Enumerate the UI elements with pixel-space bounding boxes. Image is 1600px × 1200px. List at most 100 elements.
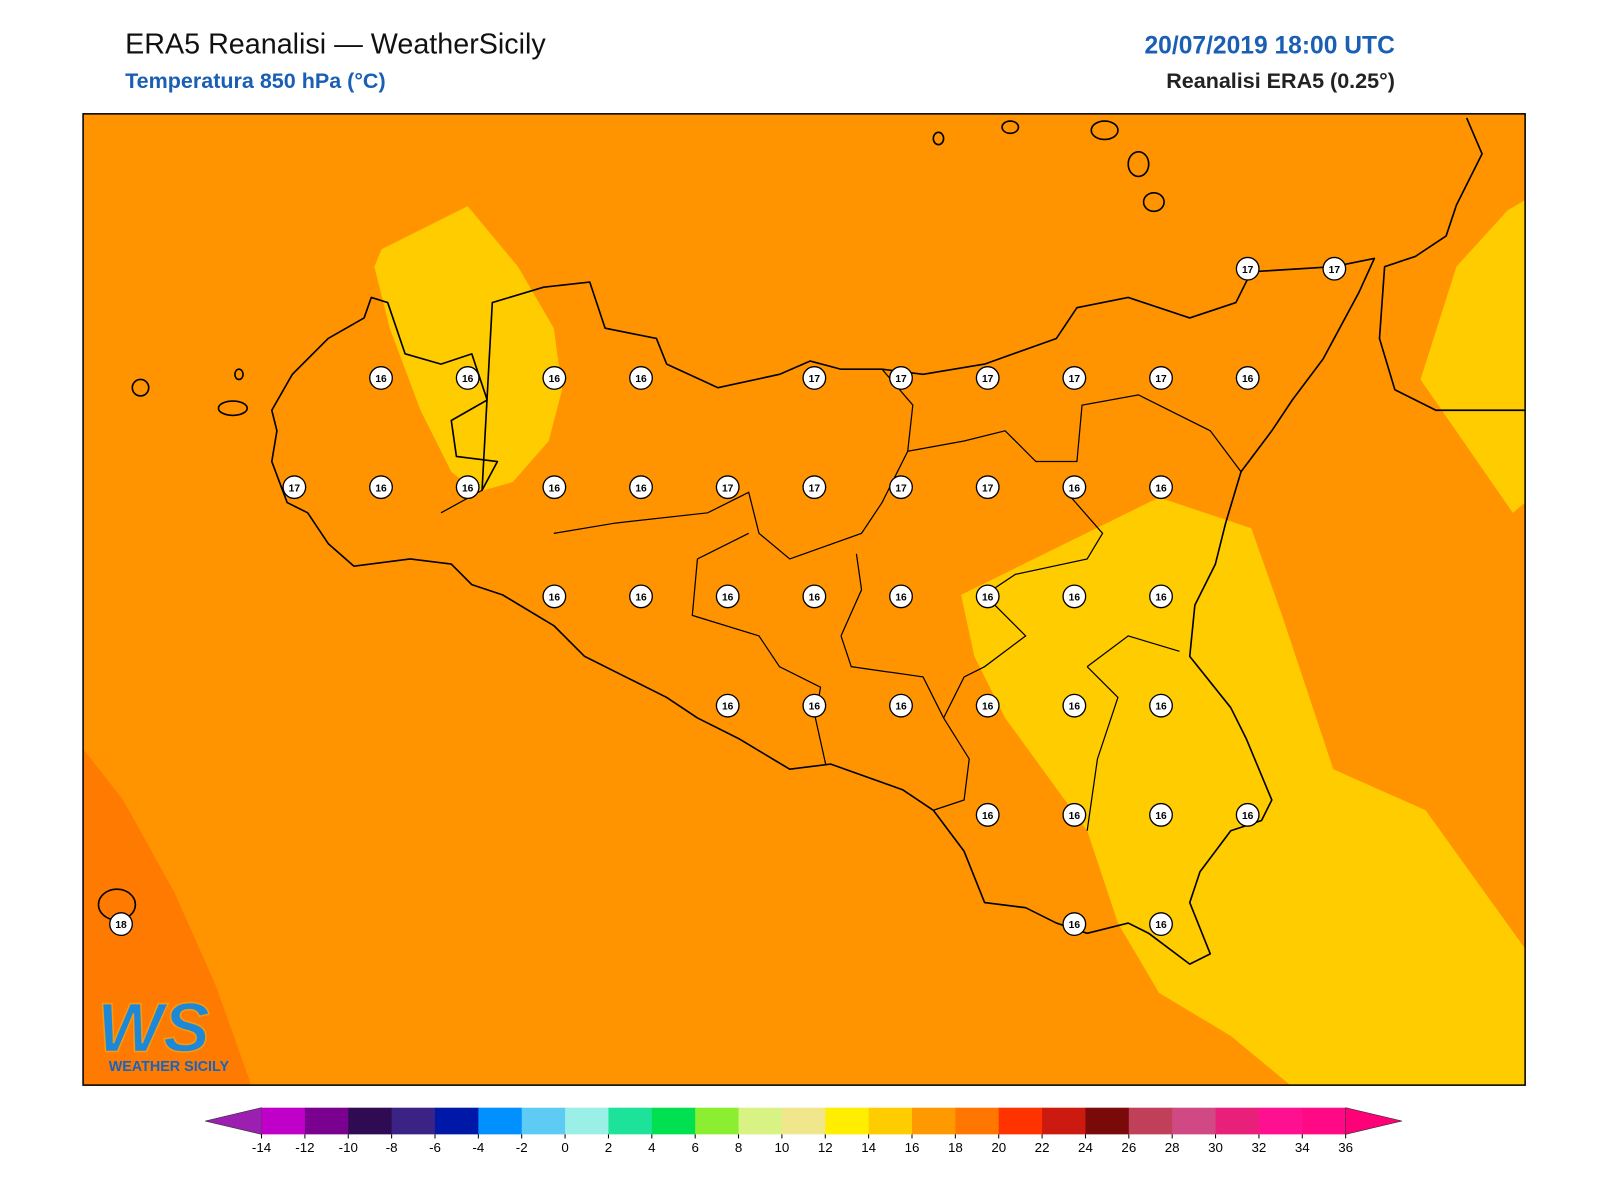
title: ERA5 Reanalisi — WeatherSicily — [125, 28, 546, 60]
station-value: 16 — [549, 593, 561, 604]
station-value: 16 — [809, 593, 821, 604]
station-value: 17 — [982, 483, 994, 494]
station-value: 16 — [462, 374, 474, 385]
colorbar-tick-label: 24 — [1078, 1140, 1093, 1155]
station-marker — [802, 584, 827, 609]
colorbar-tick-label: 12 — [818, 1140, 833, 1155]
station-value: 16 — [982, 702, 994, 713]
map: 17 17 16 16 16 16 17 17 17 17 17 16 17 16 16 16 16 17 17 17… — [83, 113, 1526, 1086]
station-marker — [975, 693, 1000, 718]
station-value: 16 — [549, 483, 561, 494]
station-marker — [629, 365, 653, 390]
station-value: 16 — [1155, 811, 1167, 822]
colorbar-tick-label: 16 — [905, 1140, 920, 1155]
station-value: 16 — [1069, 593, 1081, 604]
field-14-16 — [961, 497, 1526, 1086]
colorbar-tick-label: 8 — [735, 1140, 742, 1155]
station-value: 16 — [375, 483, 387, 494]
station-marker — [715, 475, 740, 500]
station-value: 16 — [462, 483, 474, 494]
colorbar-tick-label: 30 — [1208, 1140, 1223, 1155]
colorbar-tick-label: 32 — [1251, 1140, 1266, 1155]
colorbar-segment — [261, 1107, 306, 1135]
colorbar-segment — [434, 1107, 479, 1135]
station-marker — [455, 475, 480, 500]
field-14-16 — [374, 206, 563, 493]
station-value: 17 — [895, 483, 907, 494]
station-marker — [369, 365, 393, 390]
colorbar-tick-label: -2 — [516, 1140, 528, 1155]
station-marker — [1062, 475, 1087, 500]
colorbar-segment — [912, 1107, 956, 1135]
colorbar-segment — [348, 1107, 393, 1135]
colorbar-tick-label: 20 — [991, 1140, 1006, 1155]
stations: 17 17 16 16 16 16 17 17 17 17 17 16 17 16 16 16 16 17 17 17… — [109, 256, 1347, 937]
station-marker — [1149, 912, 1173, 937]
station-value: 17 — [809, 483, 821, 494]
station-marker — [889, 365, 913, 390]
station-value: 16 — [982, 593, 994, 604]
logo-text: WEATHER SICILY — [109, 1059, 230, 1075]
station-value: 16 — [1069, 483, 1081, 494]
station-value: 16 — [809, 702, 821, 713]
colorbar-segment — [738, 1107, 783, 1135]
colorbar-tick-label: 36 — [1338, 1140, 1353, 1155]
colorbar-tick-label: 6 — [691, 1140, 698, 1155]
station-marker — [1235, 365, 1260, 390]
station-marker — [1149, 802, 1173, 827]
colorbar-tick-label: 10 — [774, 1140, 789, 1155]
colorbar-segment — [998, 1107, 1043, 1135]
station-value: 16 — [1242, 374, 1254, 385]
station-marker — [975, 584, 1000, 609]
station-marker — [889, 475, 913, 500]
station-marker — [1149, 693, 1173, 718]
station-value: 17 — [722, 483, 734, 494]
station-marker — [109, 912, 133, 937]
station-value: 17 — [1329, 265, 1341, 276]
station-value: 16 — [1069, 920, 1081, 931]
station-marker — [715, 584, 740, 609]
calabria-coast — [1378, 117, 1526, 412]
colorbar: -14 -12 -10 -8 -6 -4 -2 0 2 4 6 8 10 12 14 16 18 20 22 24 26… — [205, 1107, 1403, 1155]
station-value: 16 — [895, 702, 907, 713]
colorbar-segment — [608, 1107, 653, 1135]
station-value: 17 — [895, 374, 907, 385]
colorbar-segment — [868, 1107, 913, 1135]
station-marker — [1149, 365, 1173, 390]
colorbar-segment — [1172, 1107, 1217, 1135]
subtitle: Temperatura 850 hPa (°C) — [125, 69, 386, 93]
station-value: 17 — [982, 374, 994, 385]
station-value: 16 — [549, 374, 561, 385]
station-value: 16 — [635, 483, 647, 494]
colorbar-segment — [825, 1107, 870, 1135]
colorbar-segment — [304, 1107, 349, 1135]
colorbar-tick-label: 34 — [1295, 1140, 1310, 1155]
colorbar-segment — [1302, 1107, 1347, 1135]
station-marker — [802, 693, 827, 718]
colorbar-segment — [521, 1107, 566, 1135]
colorbar-tick-label: 0 — [561, 1140, 568, 1155]
station-marker — [975, 475, 1000, 500]
station-marker — [542, 365, 567, 390]
colorbar-segment — [1085, 1107, 1130, 1135]
station-marker — [629, 584, 653, 609]
colorbar-segment — [651, 1107, 696, 1135]
station-value: 16 — [1155, 593, 1167, 604]
station-marker — [455, 365, 480, 390]
station-value: 16 — [375, 374, 387, 385]
station-marker — [715, 693, 740, 718]
station-marker — [1149, 584, 1173, 609]
station-marker — [889, 693, 913, 718]
colorbar-segment — [955, 1107, 1000, 1135]
colorbar-segment — [781, 1107, 826, 1135]
station-value: 16 — [635, 374, 647, 385]
field-18-20 — [83, 748, 252, 1086]
station-marker — [889, 584, 913, 609]
station-marker — [1062, 365, 1087, 390]
station-value: 16 — [895, 593, 907, 604]
colorbar-tick-label: -8 — [386, 1140, 398, 1155]
station-marker — [542, 584, 567, 609]
station-value: 17 — [1155, 374, 1167, 385]
colorbar-segment — [1258, 1107, 1303, 1135]
